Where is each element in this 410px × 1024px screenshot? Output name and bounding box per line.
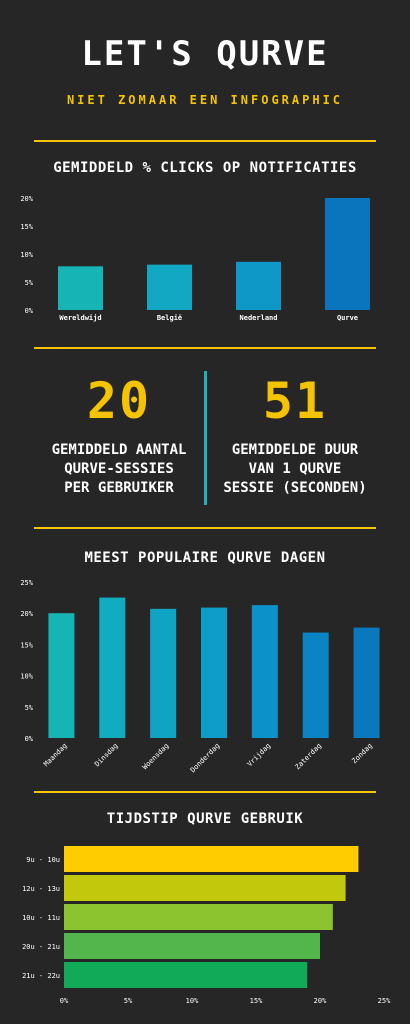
page-title: LET'S QURVE [81, 34, 329, 74]
stat-sessions-label-line: PER GEBRUIKER [64, 480, 174, 496]
x-tick-label: Woensdag [141, 742, 170, 771]
bar [64, 875, 346, 901]
y-tick-label: 12u - 13u [22, 885, 60, 893]
x-tick-label: 0% [60, 997, 69, 1005]
x-tick-label: 5% [124, 997, 133, 1005]
x-tick-label: 15% [250, 997, 263, 1005]
chart-2-title: MEEST POPULAIRE QURVE DAGEN [84, 550, 326, 566]
divider-4 [34, 791, 376, 793]
bar [302, 632, 329, 738]
x-tick-label: Wereldwijd [59, 314, 101, 322]
divider-3 [34, 527, 376, 529]
y-tick-label: 15% [20, 641, 33, 649]
bar [236, 261, 281, 310]
stat-duration-label-line: GEMIDDELDE DUUR [231, 442, 359, 458]
stats-separator [204, 371, 207, 505]
stat-sessions-label-line: GEMIDDELD AANTAL [51, 442, 187, 458]
x-tick-label: Dinsdag [93, 742, 120, 769]
x-tick-label: 10% [186, 997, 199, 1005]
x-tick-label: Qurve [337, 314, 358, 322]
y-tick-label: 20% [20, 610, 33, 618]
bar [48, 613, 75, 738]
stat-duration: 51 GEMIDDELDE DUUR VAN 1 QURVE SESSIE (S… [210, 373, 380, 498]
stat-duration-label-line: SESSIE (SECONDEN) [223, 480, 367, 496]
stat-sessions: 20 GEMIDDELD AANTAL QURVE-SESSIES PER GE… [34, 373, 204, 498]
x-tick-label: Donderdag [189, 742, 221, 774]
y-tick-label: 5% [25, 704, 34, 712]
chart-1-title: GEMIDDELD % CLICKS OP NOTIFICATIES [53, 160, 357, 176]
bar [64, 933, 320, 959]
days-bar-chart: 0% 5% 10% 15% 20% 25% Maandag Dinsdag Woensdag Do… [20, 579, 380, 774]
x-tick-label: 25% [378, 997, 391, 1005]
y-tick-label: 20% [20, 195, 33, 203]
divider-1 [34, 140, 376, 142]
bar [64, 846, 359, 872]
x-tick-label: België [157, 314, 182, 322]
time-bar-chart: 9u - 10u 12u - 13u 10u - 11u 20u - 21u 21u -… [22, 846, 391, 1005]
x-tick-label: 20% [314, 997, 327, 1005]
y-tick-label: 21u - 22u [22, 972, 60, 980]
bar [99, 597, 126, 738]
stat-sessions-label: GEMIDDELD AANTAL QURVE-SESSIES PER GEBRU… [34, 441, 204, 498]
stat-duration-label: GEMIDDELDE DUUR VAN 1 QURVE SESSIE (SECO… [210, 441, 380, 498]
bar [150, 608, 177, 738]
y-tick-label: 10% [20, 251, 33, 259]
bar [201, 607, 227, 738]
x-tick-label: Zondag [350, 742, 374, 766]
bar [147, 264, 192, 310]
bar [64, 904, 333, 930]
stat-duration-label-line: VAN 1 QURVE [248, 461, 342, 477]
x-tick-label: Maandag [42, 742, 69, 769]
y-tick-label: 9u - 10u [26, 856, 60, 864]
stat-duration-value: 51 [262, 372, 328, 430]
bar [64, 962, 308, 988]
y-tick-label: 15% [20, 223, 33, 231]
bar [58, 266, 103, 310]
page-subtitle: NIET ZOMAAR EEN INFOGRAPHIC [66, 93, 344, 107]
stat-sessions-value: 20 [86, 372, 152, 430]
y-tick-label: 5% [25, 279, 34, 287]
y-tick-label: 0% [25, 735, 34, 743]
x-tick-label: Nederland [240, 314, 278, 322]
y-tick-label: 0% [25, 307, 34, 315]
chart-3-title: TIJDSTIP QURVE GEBRUIK [106, 811, 304, 827]
y-tick-label: 20u - 21u [22, 943, 60, 951]
bar [325, 198, 370, 310]
stat-sessions-label-line: QURVE-SESSIES [64, 461, 174, 477]
y-tick-label: 25% [20, 579, 33, 587]
y-tick-label: 10u - 11u [22, 914, 60, 922]
x-tick-label: Zaterdag [294, 742, 323, 771]
bar [353, 627, 380, 738]
clicks-bar-chart: 0% 5% 10% 15% 20% Wereldwijd België Nederland Qu… [20, 195, 370, 322]
x-tick-label: Vrijdag [246, 742, 273, 769]
y-tick-label: 10% [20, 673, 33, 681]
bar [251, 605, 278, 738]
divider-2 [34, 347, 376, 349]
